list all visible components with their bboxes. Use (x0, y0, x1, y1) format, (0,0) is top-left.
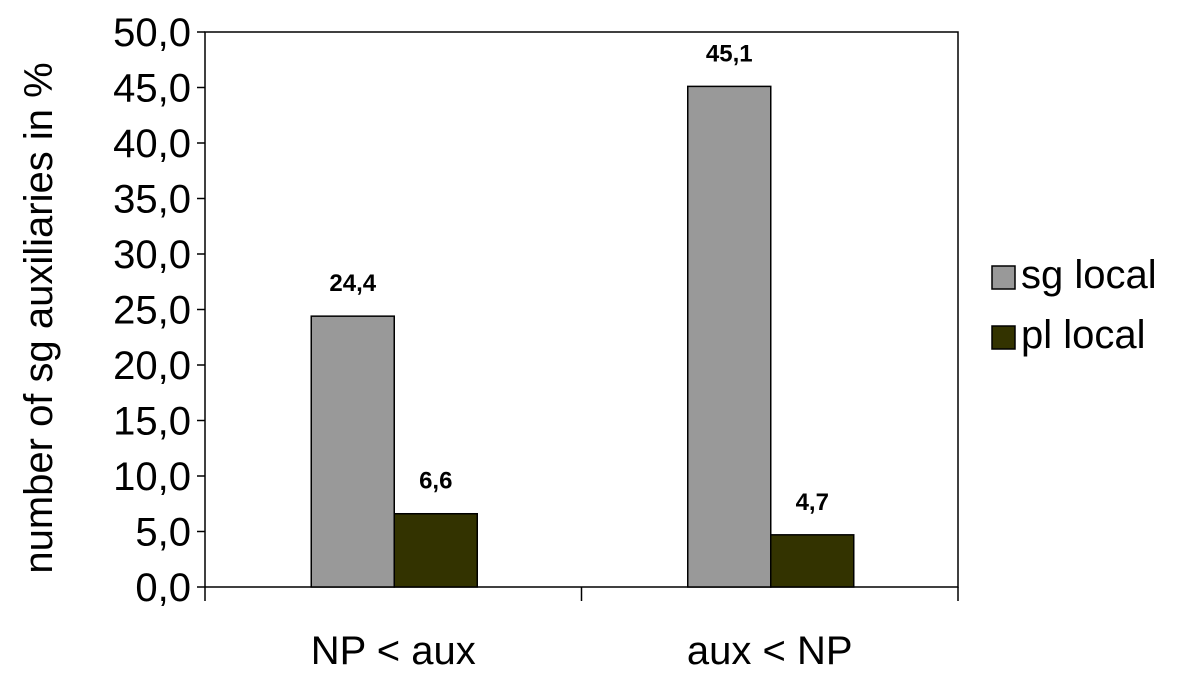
x-tick-label: NP < aux (311, 629, 476, 673)
y-tick-label: 35,0 (113, 178, 191, 222)
y-tick-label: 5,0 (135, 511, 191, 555)
data-labels: 24,4 6,6 45,1 4,7 (329, 40, 829, 515)
y-axis: 0,0 5,0 10,0 15,0 20,0 25,0 30,0 35,0 40,0 45,0 50… (113, 11, 205, 610)
y-tick-label: 25,0 (113, 289, 191, 333)
bar-pl-local (393, 512, 478, 588)
data-label-pl-local: 4,7 (796, 489, 829, 516)
y-tick-label: 40,0 (113, 122, 191, 166)
data-label-sg-local: 24,4 (329, 270, 376, 297)
legend: sg local pl local (991, 253, 1157, 357)
bar-pl-local (770, 534, 855, 588)
legend-label-sg-local: sg local (1021, 253, 1157, 297)
y-tick-label: 20,0 (113, 344, 191, 388)
y-tick-label: 45,0 (113, 67, 191, 111)
y-tick-label: 0,0 (135, 566, 191, 610)
y-tick-label: 15,0 (113, 400, 191, 444)
y-tick-label: 50,0 (113, 11, 191, 55)
y-tick-label: 10,0 (113, 455, 191, 499)
bars (310, 85, 855, 588)
y-tick-label: 30,0 (113, 233, 191, 277)
x-tick-label: aux < NP (687, 629, 853, 673)
data-label-sg-local: 45,1 (706, 40, 753, 67)
legend-swatch-sg-local (991, 265, 1016, 290)
legend-label-pl-local: pl local (1021, 313, 1146, 357)
bar-sg-local (687, 85, 772, 588)
bar-sg-local (310, 315, 395, 588)
y-axis-label: number of sg auxiliaries in % (17, 62, 61, 573)
x-axis: NP < aux aux < NP (204, 587, 959, 673)
legend-swatch-pl-local (991, 325, 1016, 350)
data-label-pl-local: 6,6 (419, 468, 452, 495)
